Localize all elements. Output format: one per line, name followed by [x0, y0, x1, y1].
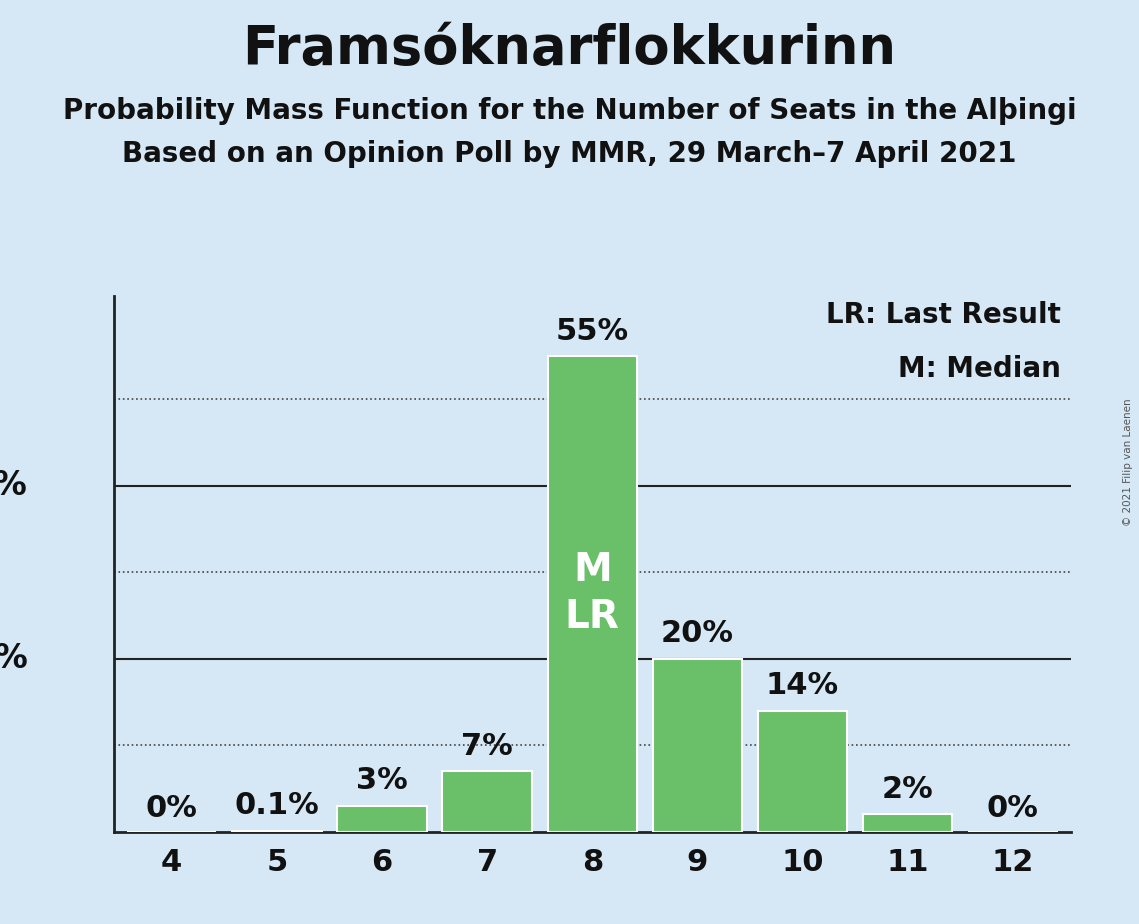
Text: 0%: 0%	[146, 794, 198, 823]
Bar	[863, 814, 952, 832]
Text: M: Median: M: Median	[899, 355, 1062, 383]
Text: 2%: 2%	[882, 775, 934, 804]
Bar	[548, 356, 637, 832]
Text: 3%: 3%	[357, 766, 408, 796]
Text: 0%: 0%	[986, 794, 1039, 823]
Bar	[757, 711, 847, 832]
Text: Based on an Opinion Poll by MMR, 29 March–7 April 2021: Based on an Opinion Poll by MMR, 29 Marc…	[122, 140, 1017, 168]
Bar	[337, 806, 427, 832]
Text: LR: Last Result: LR: Last Result	[826, 301, 1062, 329]
Text: 14%: 14%	[767, 671, 839, 700]
Bar	[442, 772, 532, 832]
Text: 7%: 7%	[461, 732, 513, 760]
Text: M
LR: M LR	[565, 552, 620, 637]
Text: Framsóknarflokkurinn: Framsóknarflokkurinn	[243, 23, 896, 75]
Text: 0.1%: 0.1%	[235, 791, 319, 821]
Bar	[653, 659, 743, 832]
Text: 20%: 20%	[661, 619, 734, 649]
Text: 55%: 55%	[556, 317, 629, 346]
Text: © 2021 Filip van Laenen: © 2021 Filip van Laenen	[1123, 398, 1133, 526]
Text: 40%: 40%	[0, 469, 27, 503]
Text: Probability Mass Function for the Number of Seats in the Alþingi: Probability Mass Function for the Number…	[63, 97, 1076, 125]
Text: 20%: 20%	[0, 642, 27, 675]
